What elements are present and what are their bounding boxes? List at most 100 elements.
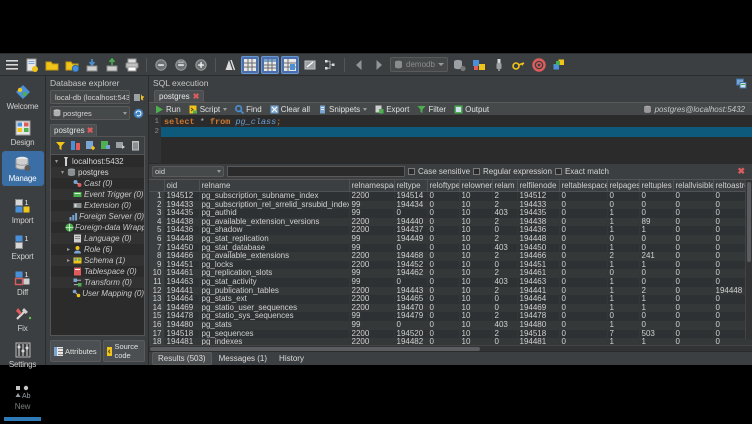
row-number[interactable]: 4 xyxy=(149,217,165,227)
tree-node[interactable]: ▸ Role (6) xyxy=(51,244,144,255)
checkbox-regular-expression[interactable]: Regular expression xyxy=(473,167,552,176)
tree-node[interactable]: User Mapping (0) xyxy=(51,288,144,299)
table-cell[interactable]: 10 xyxy=(459,312,493,321)
table-cell[interactable]: pg_indexes xyxy=(199,338,350,345)
tree-twisty-icon[interactable]: ▾ xyxy=(54,159,58,165)
database-combo[interactable]: demodb xyxy=(390,57,448,72)
table-cell[interactable]: 10 xyxy=(459,260,493,270)
column-header[interactable]: relfilenode xyxy=(517,180,560,192)
table-cell[interactable]: 0 xyxy=(427,217,460,227)
table-cell[interactable]: 194466 xyxy=(517,252,560,261)
row-number[interactable]: 8 xyxy=(149,252,165,261)
table-cell[interactable]: 1 xyxy=(639,338,674,345)
column-header[interactable]: reltuples xyxy=(639,180,674,192)
table-cell[interactable]: 0 xyxy=(427,329,460,339)
table-row[interactable]: 18 194481 pg_indexes 2200 194482 0 10 0 194481 0 1… xyxy=(149,338,752,345)
table-cell[interactable]: 10 xyxy=(459,243,493,253)
table-cell[interactable]: 194464 xyxy=(164,295,200,304)
edit-object-icon[interactable] xyxy=(98,139,112,152)
table-cell[interactable]: 0 xyxy=(427,209,460,218)
table-cell[interactable]: pg_authid xyxy=(199,209,350,218)
table-row[interactable]: 13 194464 pg_stats_ext 2200 194465 0 10 0 194464… xyxy=(149,295,752,304)
table-cell[interactable]: 0 xyxy=(673,260,714,270)
table-cell[interactable]: pg_locks xyxy=(199,260,350,270)
table-cell[interactable]: 194448 xyxy=(164,234,200,244)
open-recent-icon[interactable] xyxy=(63,56,81,74)
table-cell[interactable]: 10 xyxy=(459,226,493,235)
vertical-scrollbar[interactable] xyxy=(745,180,752,339)
table-cell[interactable]: 0 xyxy=(713,295,752,304)
table-row[interactable]: 7 194450 pg_stat_database 99 0 0 10 403 194450 0 1… xyxy=(149,243,752,253)
row-number[interactable]: 17 xyxy=(149,329,165,339)
table-cell[interactable]: pg_shadow xyxy=(199,226,350,235)
table-cell[interactable]: 99 xyxy=(349,234,395,244)
table-cell[interactable]: 0 xyxy=(394,277,428,287)
table-cell[interactable]: 194468 xyxy=(394,252,428,261)
table-cell[interactable]: 2200 xyxy=(349,329,395,339)
table-cell[interactable]: 0 xyxy=(713,252,752,261)
table-cell[interactable]: 99 xyxy=(349,243,395,253)
table-cell[interactable]: 0 xyxy=(639,269,674,278)
tree-node[interactable]: Tablespace (0) xyxy=(51,266,144,277)
column-header[interactable]: reloftype xyxy=(427,180,460,192)
delete-icon[interactable] xyxy=(128,139,142,152)
table-cell[interactable]: 194469 xyxy=(517,303,560,313)
close-icon[interactable]: ✖ xyxy=(737,166,745,176)
table-cell[interactable]: 194514 xyxy=(394,191,428,201)
table-cell[interactable]: 194512 xyxy=(517,191,560,201)
table-cell[interactable]: 10 xyxy=(459,329,493,339)
table-cell[interactable]: pg_statio_user_sequences xyxy=(199,303,350,313)
table-cell[interactable]: 194438 xyxy=(517,217,560,227)
table-cell[interactable]: 194520 xyxy=(394,329,428,339)
table-cell[interactable]: 0 xyxy=(673,338,714,345)
table-cell[interactable]: 403 xyxy=(492,320,518,330)
table-cell[interactable]: 0 xyxy=(713,277,752,287)
lifebuoy-icon[interactable] xyxy=(530,56,548,74)
row-number[interactable]: 11 xyxy=(149,277,165,287)
table-cell[interactable]: 194450 xyxy=(164,243,200,253)
table-cell[interactable]: 0 xyxy=(639,312,674,321)
table-cell[interactable]: 194433 xyxy=(517,200,560,210)
table-cell[interactable]: 89 xyxy=(639,217,674,227)
table-row[interactable]: 11 194463 pg_stat_activity 99 0 0 10 403 194463 0… xyxy=(149,277,752,287)
import-icon[interactable] xyxy=(83,56,101,74)
table-cell[interactable]: 10 xyxy=(459,200,493,210)
rail-item-new[interactable]: Ab New xyxy=(2,379,44,414)
table-row[interactable]: 15 194478 pg_statio_sys_sequences 99 194479 0… xyxy=(149,312,752,321)
table-row[interactable]: 4 194438 pg_available_extension_versions 22… xyxy=(149,217,752,227)
tree-twisty-icon[interactable]: ▸ xyxy=(66,247,70,253)
table-view-icon[interactable] xyxy=(261,55,279,74)
row-number[interactable]: 2 xyxy=(149,200,165,210)
horizontal-scrollbar[interactable] xyxy=(149,345,752,351)
table-cell[interactable]: 99 xyxy=(349,312,395,321)
table-cell[interactable]: pg_sequences xyxy=(199,329,350,339)
table-cell[interactable]: 194452 xyxy=(394,260,428,270)
table-cell[interactable]: 0 xyxy=(559,252,608,261)
add-object-icon[interactable] xyxy=(83,139,97,152)
new-connection-icon[interactable] xyxy=(132,91,145,104)
table-cell[interactable]: 0 xyxy=(713,329,752,339)
vertical-scroll-thumb[interactable] xyxy=(747,182,751,262)
table-cell[interactable]: 0 xyxy=(559,303,608,313)
table-cell[interactable]: 0 xyxy=(492,303,518,313)
table-cell[interactable]: 194479 xyxy=(394,312,428,321)
row-number[interactable]: 13 xyxy=(149,295,165,304)
table-cell[interactable]: 194434 xyxy=(394,200,428,210)
table-cell[interactable]: 0 xyxy=(639,243,674,253)
sql-button-output[interactable]: Output xyxy=(451,103,492,115)
sql-tab-postgres[interactable]: postgres ✖ xyxy=(154,90,205,102)
table-cell[interactable]: 0 xyxy=(427,295,460,304)
table-cell[interactable]: 0 xyxy=(673,243,714,253)
table-cell[interactable]: 0 xyxy=(713,269,752,278)
table-cell[interactable]: 194449 xyxy=(394,234,428,244)
table-cell[interactable]: pg_stats xyxy=(199,320,350,330)
table-cell[interactable]: 0 xyxy=(492,260,518,270)
table-cell[interactable]: 194466 xyxy=(164,252,200,261)
tree-node[interactable]: Language (0) xyxy=(51,233,144,244)
table-cell[interactable]: 1 xyxy=(607,243,640,253)
table-row[interactable]: 1 194512 pg_subscription_subname_index 2200… xyxy=(149,191,752,201)
table-cell[interactable]: 194482 xyxy=(394,338,428,345)
tree-node[interactable]: ▾ postgres xyxy=(51,167,144,178)
tree-node[interactable]: Foreign Server (0) xyxy=(51,211,144,222)
